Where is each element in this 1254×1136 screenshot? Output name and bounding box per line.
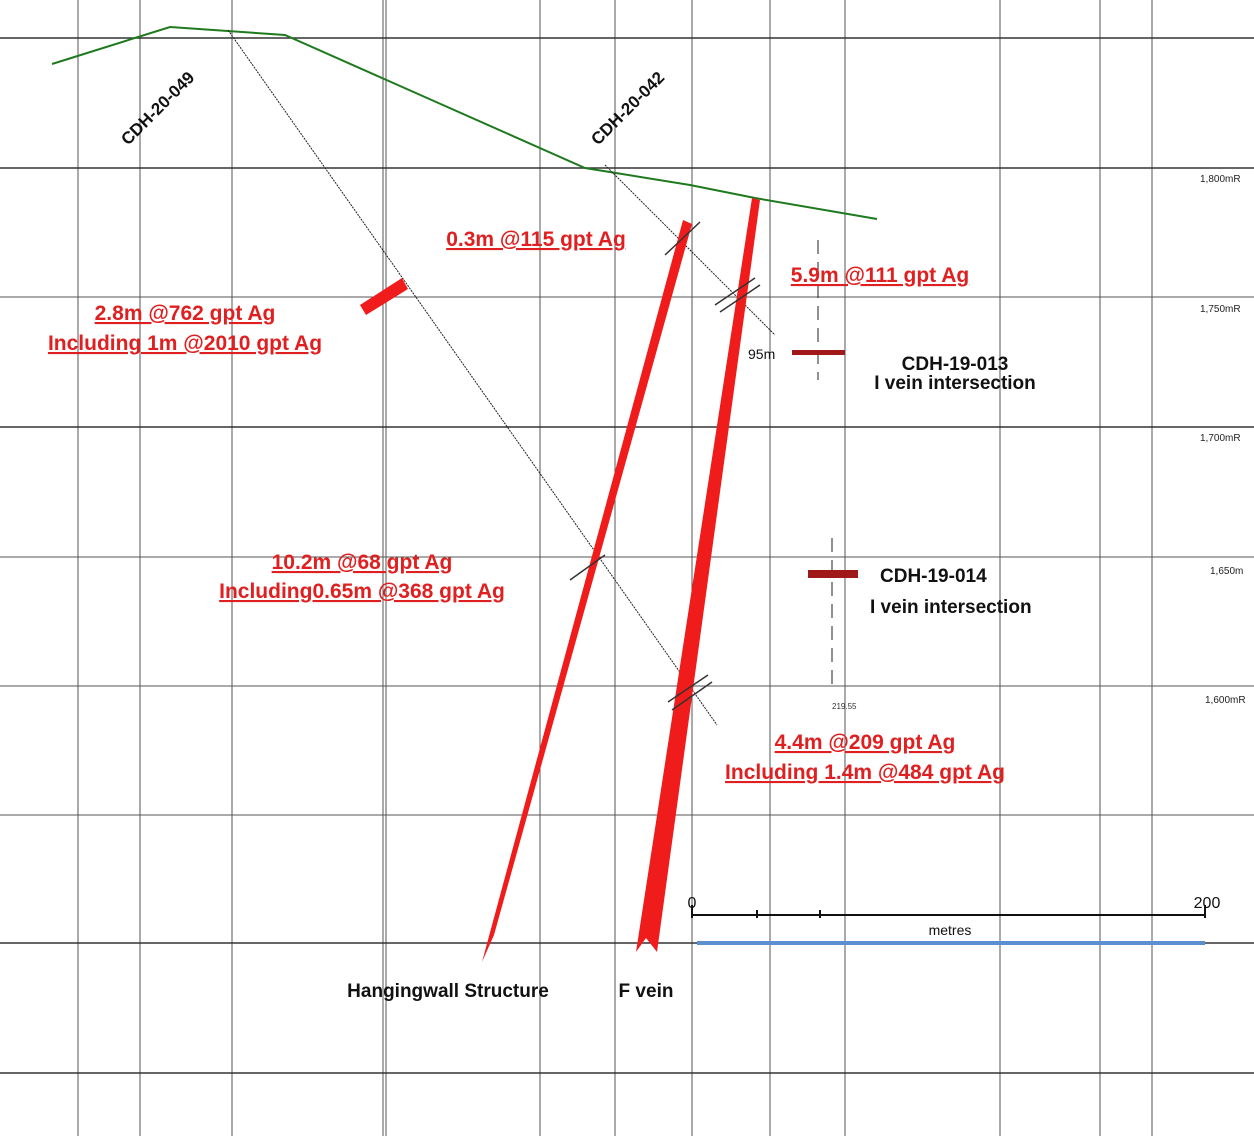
intercept-label: 10.2m @68 gpt Ag bbox=[272, 551, 453, 574]
intersection-note: I vein intersection bbox=[870, 597, 1032, 618]
projected-intercept bbox=[808, 570, 858, 578]
intercept-mark bbox=[360, 278, 408, 315]
intercept-label: 5.9m @111 gpt Ag bbox=[791, 264, 969, 287]
scale-bar bbox=[691, 905, 1206, 918]
intersection-note: I vein intersection bbox=[874, 373, 1036, 394]
structure-label: Hangingwall Structure bbox=[347, 981, 549, 1002]
intercept-label: Including 1m @2010 gpt Ag bbox=[48, 332, 322, 355]
elevation-label: 1,700mR bbox=[1200, 433, 1241, 444]
elevation-label: 1,600mR bbox=[1205, 695, 1246, 706]
intercept-marks bbox=[569, 221, 761, 711]
intercept-label: 2.8m @762 gpt Ag bbox=[95, 302, 276, 325]
elevation-label: 1,750mR bbox=[1200, 304, 1241, 315]
f-vein bbox=[636, 198, 760, 952]
elevation-label: 1,650m bbox=[1210, 566, 1243, 577]
drill-trace bbox=[227, 29, 718, 726]
depth-label: 219.55 bbox=[832, 702, 857, 711]
drill-trace bbox=[604, 164, 776, 336]
intercept-label: 0.3m @115 gpt Ag bbox=[446, 228, 626, 251]
scale-unit: metres bbox=[929, 922, 972, 938]
hole-label: CDH-19-013 bbox=[902, 354, 1009, 375]
projected-intercept bbox=[792, 350, 845, 355]
topography bbox=[51, 25, 878, 220]
hole-label: CDH-19-014 bbox=[880, 566, 987, 587]
scale-start: 0 bbox=[688, 895, 697, 912]
hangingwall-vein bbox=[482, 220, 692, 962]
scale-end: 200 bbox=[1194, 895, 1221, 912]
intercept-label: 4.4m @209 gpt Ag bbox=[775, 731, 956, 754]
structure-label: F vein bbox=[619, 981, 674, 1002]
intercept-label: Including0.65m @368 gpt Ag bbox=[219, 580, 505, 603]
depth-label: 95m bbox=[748, 346, 775, 362]
intercept-label: Including 1.4m @484 gpt Ag bbox=[725, 761, 1005, 784]
elevation-label: 1,800mR bbox=[1200, 174, 1241, 185]
